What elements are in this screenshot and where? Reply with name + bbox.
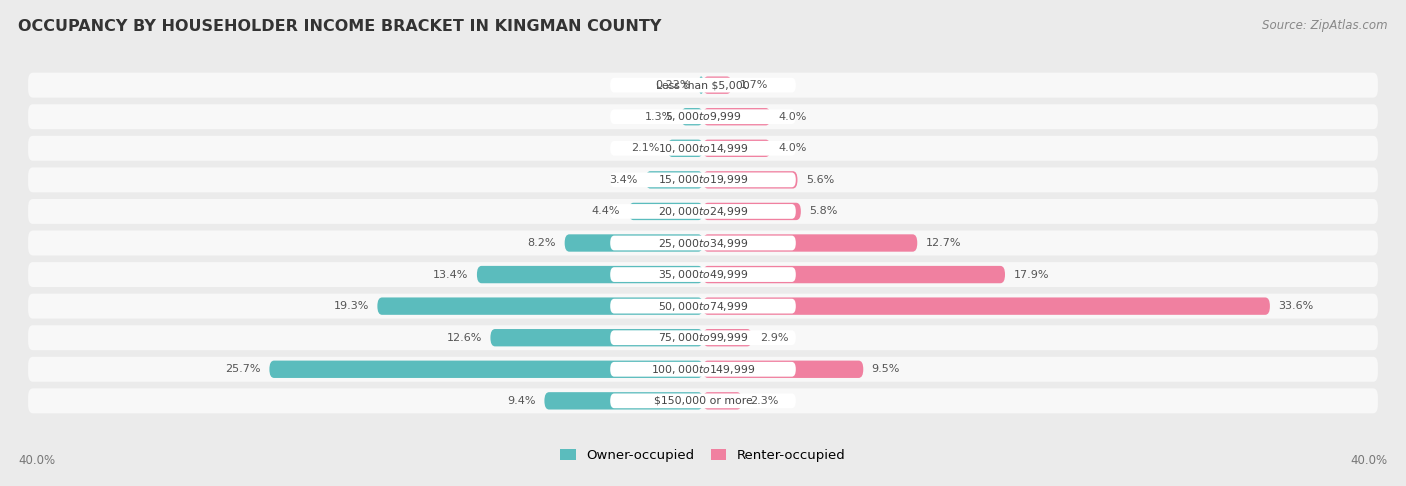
FancyBboxPatch shape [610,330,796,345]
Text: Source: ZipAtlas.com: Source: ZipAtlas.com [1263,19,1388,33]
FancyBboxPatch shape [610,299,796,313]
FancyBboxPatch shape [377,297,703,315]
Text: 4.0%: 4.0% [779,143,807,153]
Text: 40.0%: 40.0% [18,453,55,467]
FancyBboxPatch shape [703,361,863,378]
Text: $100,000 to $149,999: $100,000 to $149,999 [651,363,755,376]
FancyBboxPatch shape [703,234,917,252]
Text: 17.9%: 17.9% [1014,270,1049,279]
FancyBboxPatch shape [703,139,770,157]
FancyBboxPatch shape [703,266,1005,283]
Text: 33.6%: 33.6% [1278,301,1313,311]
Text: Less than $5,000: Less than $5,000 [657,80,749,90]
FancyBboxPatch shape [703,297,1270,315]
FancyBboxPatch shape [703,108,770,125]
FancyBboxPatch shape [28,73,1378,98]
FancyBboxPatch shape [544,392,703,410]
Text: 2.3%: 2.3% [751,396,779,406]
FancyBboxPatch shape [628,203,703,220]
FancyBboxPatch shape [699,76,703,94]
Text: $5,000 to $9,999: $5,000 to $9,999 [665,110,741,123]
Text: 2.9%: 2.9% [761,333,789,343]
Text: $20,000 to $24,999: $20,000 to $24,999 [658,205,748,218]
Text: 4.0%: 4.0% [779,112,807,122]
FancyBboxPatch shape [610,78,796,92]
FancyBboxPatch shape [610,204,796,219]
Text: 5.6%: 5.6% [806,175,834,185]
Text: $15,000 to $19,999: $15,000 to $19,999 [658,174,748,186]
FancyBboxPatch shape [610,362,796,377]
FancyBboxPatch shape [610,267,796,282]
Text: 12.7%: 12.7% [925,238,962,248]
FancyBboxPatch shape [28,325,1378,350]
Text: 0.22%: 0.22% [655,80,690,90]
FancyBboxPatch shape [477,266,703,283]
FancyBboxPatch shape [28,167,1378,192]
Text: 9.5%: 9.5% [872,364,900,374]
FancyBboxPatch shape [565,234,703,252]
FancyBboxPatch shape [28,388,1378,413]
FancyBboxPatch shape [703,203,801,220]
FancyBboxPatch shape [610,173,796,187]
Text: 8.2%: 8.2% [527,238,557,248]
FancyBboxPatch shape [610,109,796,124]
Text: $150,000 or more: $150,000 or more [654,396,752,406]
Text: 2.1%: 2.1% [631,143,659,153]
Text: 5.8%: 5.8% [810,207,838,216]
FancyBboxPatch shape [645,171,703,189]
Text: $10,000 to $14,999: $10,000 to $14,999 [658,142,748,155]
FancyBboxPatch shape [270,361,703,378]
FancyBboxPatch shape [703,392,742,410]
Text: 19.3%: 19.3% [333,301,368,311]
FancyBboxPatch shape [703,171,797,189]
FancyBboxPatch shape [28,199,1378,224]
FancyBboxPatch shape [28,357,1378,382]
FancyBboxPatch shape [668,139,703,157]
Text: $75,000 to $99,999: $75,000 to $99,999 [658,331,748,344]
FancyBboxPatch shape [28,262,1378,287]
FancyBboxPatch shape [610,141,796,156]
FancyBboxPatch shape [28,294,1378,319]
FancyBboxPatch shape [28,230,1378,256]
FancyBboxPatch shape [491,329,703,347]
FancyBboxPatch shape [703,329,752,347]
Text: 12.6%: 12.6% [447,333,482,343]
FancyBboxPatch shape [28,136,1378,161]
Text: 1.3%: 1.3% [644,112,672,122]
Text: $35,000 to $49,999: $35,000 to $49,999 [658,268,748,281]
Text: 4.4%: 4.4% [592,207,620,216]
Text: $25,000 to $34,999: $25,000 to $34,999 [658,237,748,249]
Text: OCCUPANCY BY HOUSEHOLDER INCOME BRACKET IN KINGMAN COUNTY: OCCUPANCY BY HOUSEHOLDER INCOME BRACKET … [18,19,662,35]
FancyBboxPatch shape [28,104,1378,129]
Text: 1.7%: 1.7% [740,80,769,90]
Text: 9.4%: 9.4% [508,396,536,406]
FancyBboxPatch shape [681,108,703,125]
Text: 25.7%: 25.7% [225,364,262,374]
Text: 13.4%: 13.4% [433,270,468,279]
FancyBboxPatch shape [703,76,731,94]
Legend: Owner-occupied, Renter-occupied: Owner-occupied, Renter-occupied [560,449,846,462]
FancyBboxPatch shape [610,236,796,250]
FancyBboxPatch shape [610,394,796,408]
Text: $50,000 to $74,999: $50,000 to $74,999 [658,300,748,312]
Text: 40.0%: 40.0% [1351,453,1388,467]
Text: 3.4%: 3.4% [609,175,637,185]
